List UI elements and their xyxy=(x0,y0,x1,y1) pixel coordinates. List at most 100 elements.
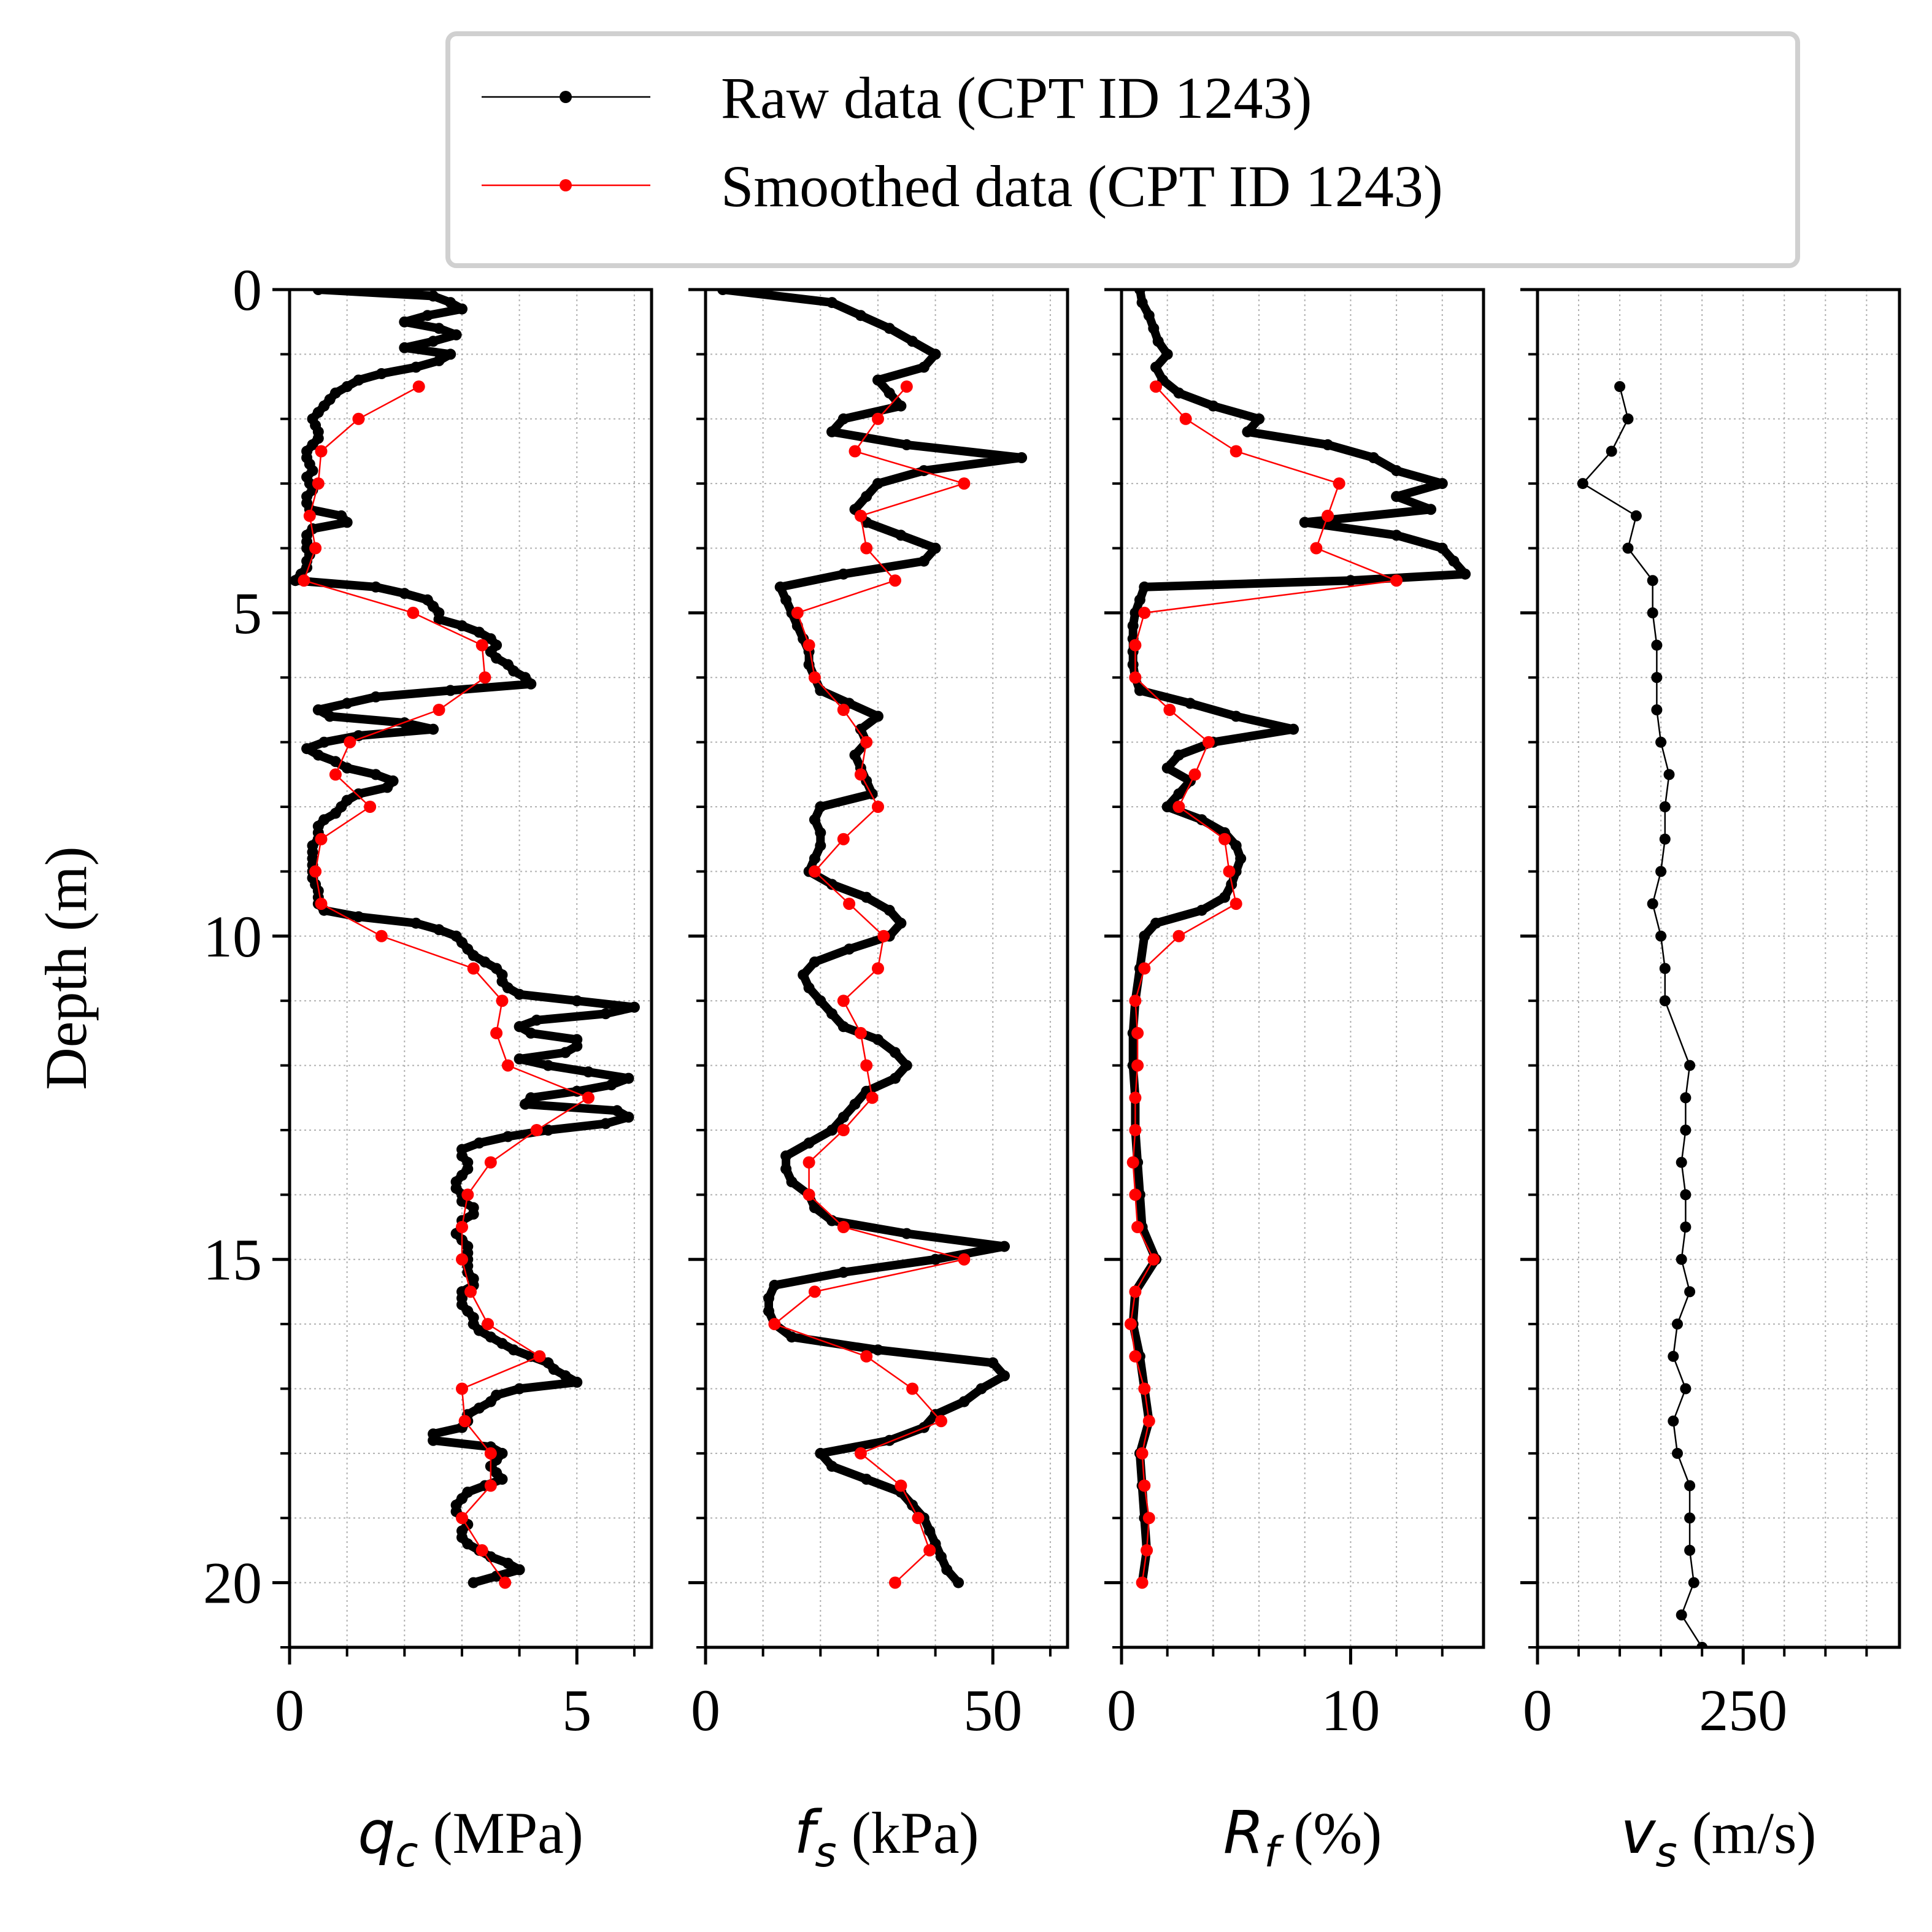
data-point xyxy=(1150,917,1161,929)
data-point xyxy=(623,1111,634,1123)
data-point xyxy=(883,904,895,916)
data-point xyxy=(428,723,439,735)
data-point xyxy=(502,1131,514,1142)
data-point xyxy=(474,1137,485,1149)
x-axis-subscript: s xyxy=(815,1828,836,1877)
data-point xyxy=(318,736,330,748)
data-point xyxy=(1152,336,1164,347)
data-point xyxy=(837,1266,849,1278)
data-point xyxy=(399,588,410,599)
data-point xyxy=(883,387,895,399)
data-point xyxy=(1647,898,1658,910)
data-point xyxy=(399,316,410,328)
data-point xyxy=(571,1041,583,1052)
data-point xyxy=(929,542,941,554)
data-point xyxy=(370,691,382,702)
data-point xyxy=(464,1285,477,1298)
axes-frame xyxy=(1120,288,1485,1649)
grid-rf xyxy=(1122,290,1484,1647)
data-point xyxy=(1630,510,1642,521)
data-point xyxy=(467,962,480,975)
data-point xyxy=(1688,1577,1699,1588)
data-point xyxy=(301,743,313,755)
data-point xyxy=(1230,710,1242,722)
data-point xyxy=(849,1098,861,1110)
data-point xyxy=(900,380,913,393)
data-point xyxy=(475,1544,488,1557)
x-axis-unit: (m/s) xyxy=(1677,1800,1817,1866)
data-point xyxy=(433,704,445,716)
data-point xyxy=(918,465,929,477)
y-tick-label: 0 xyxy=(233,257,262,323)
data-point xyxy=(1684,1544,1696,1556)
data-point xyxy=(364,801,377,813)
data-point xyxy=(1684,1286,1696,1298)
data-point xyxy=(837,413,849,425)
x-tick-label: 5 xyxy=(562,1677,591,1743)
data-point xyxy=(1651,704,1663,715)
data-point xyxy=(508,1344,520,1356)
axes-frame xyxy=(1536,288,1901,1649)
legend-smoothed-label: Smoothed data (CPT ID 1243) xyxy=(721,153,1443,219)
grid-qc xyxy=(290,290,652,1647)
data-point xyxy=(1219,891,1230,903)
data-point xyxy=(474,626,485,638)
data-point xyxy=(290,575,301,587)
data-point xyxy=(1288,723,1299,735)
data-point xyxy=(468,1577,479,1588)
data-point xyxy=(315,898,328,910)
data-point xyxy=(1647,575,1658,587)
data-point xyxy=(514,1053,525,1064)
data-point xyxy=(479,671,491,684)
data-point xyxy=(525,678,537,690)
x-tick-label: 0 xyxy=(1107,1677,1136,1743)
y-tick-label: 20 xyxy=(203,1550,262,1616)
data-point xyxy=(1173,749,1185,761)
legend-entry-raw: Raw data (CPT ID 1243) xyxy=(482,65,1312,131)
data-point xyxy=(1659,833,1671,845)
data-point xyxy=(479,956,491,968)
data-point xyxy=(450,329,462,341)
data-point xyxy=(1129,1350,1142,1363)
data-point xyxy=(907,336,918,347)
x-tick-label: 0 xyxy=(275,1677,304,1743)
legend-smoothed-marker xyxy=(560,179,572,191)
data-point xyxy=(1161,801,1173,812)
data-point xyxy=(475,639,488,652)
x-axis-unit: (%) xyxy=(1279,1800,1382,1866)
data-point xyxy=(872,962,884,975)
data-point xyxy=(468,1208,479,1220)
data-point xyxy=(1173,788,1185,799)
data-point xyxy=(1131,1059,1144,1072)
data-point xyxy=(872,478,883,490)
data-point xyxy=(542,1125,554,1136)
data-point xyxy=(815,827,826,839)
series-vs-raw xyxy=(1577,381,1708,1647)
data-point xyxy=(571,1376,583,1388)
grid-fs xyxy=(706,290,1068,1647)
data-point xyxy=(482,1318,495,1331)
data-point xyxy=(935,1415,947,1428)
data-point xyxy=(1130,607,1141,618)
data-point xyxy=(890,1047,901,1058)
data-point xyxy=(1345,575,1357,587)
legend-frame xyxy=(445,31,1800,268)
data-point xyxy=(485,1331,496,1343)
data-point xyxy=(445,297,456,309)
data-point xyxy=(815,995,826,1007)
legend-raw-marker xyxy=(560,91,572,103)
y-tick-label: 5 xyxy=(233,580,262,646)
data-point xyxy=(1684,1512,1696,1524)
data-point xyxy=(514,1564,525,1576)
data-point xyxy=(1138,1382,1151,1395)
data-point xyxy=(780,1163,792,1175)
data-point xyxy=(623,1072,634,1084)
y-axis-label: Depth (m) xyxy=(33,846,99,1090)
data-point xyxy=(1185,698,1196,709)
data-point xyxy=(1322,439,1334,450)
data-point xyxy=(895,1479,907,1492)
data-point xyxy=(303,509,316,522)
data-point xyxy=(1139,930,1150,942)
data-point xyxy=(1577,478,1588,490)
data-point xyxy=(1230,898,1242,910)
